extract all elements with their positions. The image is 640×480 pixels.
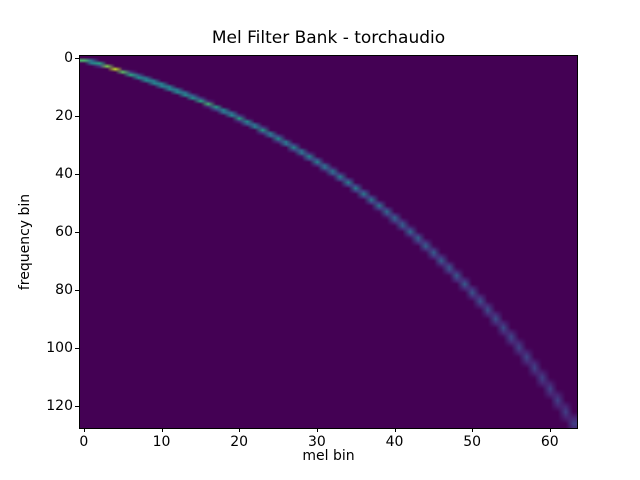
plot-area xyxy=(79,55,578,429)
y-axis-label: frequency bin xyxy=(17,193,33,291)
y-tick-mark xyxy=(75,57,79,59)
y-tick-mark xyxy=(75,115,79,117)
y-tick-label: 20 xyxy=(55,107,73,124)
x-tick-mark xyxy=(394,428,396,432)
x-tick-label: 60 xyxy=(540,434,559,450)
y-tick-mark xyxy=(75,290,79,291)
y-tick-mark xyxy=(75,406,79,408)
y-tick-label: 60 xyxy=(55,223,73,240)
x-tick-label: 10 xyxy=(152,434,171,450)
x-tick-label: 30 xyxy=(307,434,326,450)
x-tick-mark xyxy=(83,428,85,432)
y-tick-mark xyxy=(75,173,79,175)
y-tick-label: 80 xyxy=(55,282,73,298)
x-tick-mark xyxy=(161,428,163,432)
y-tick-label: 0 xyxy=(64,49,73,66)
x-tick-mark xyxy=(316,428,318,432)
x-tick-mark xyxy=(472,428,474,432)
x-tick-mark xyxy=(549,428,551,432)
y-tick-label: 100 xyxy=(46,340,73,357)
y-tick-mark xyxy=(75,348,79,350)
x-tick-label: 20 xyxy=(230,434,249,450)
chart-title: Mel Filter Bank - torchaudio xyxy=(211,28,446,48)
x-axis-label: mel bin xyxy=(302,448,355,464)
x-tick-mark xyxy=(239,428,241,432)
x-tick-label: 0 xyxy=(79,434,89,450)
x-tick-label: 50 xyxy=(463,434,482,450)
y-tick-label: 120 xyxy=(46,398,73,415)
heatmap-image xyxy=(80,56,577,428)
y-tick-label: 40 xyxy=(55,165,73,182)
y-tick-mark xyxy=(75,231,79,233)
x-tick-label: 40 xyxy=(385,434,404,450)
